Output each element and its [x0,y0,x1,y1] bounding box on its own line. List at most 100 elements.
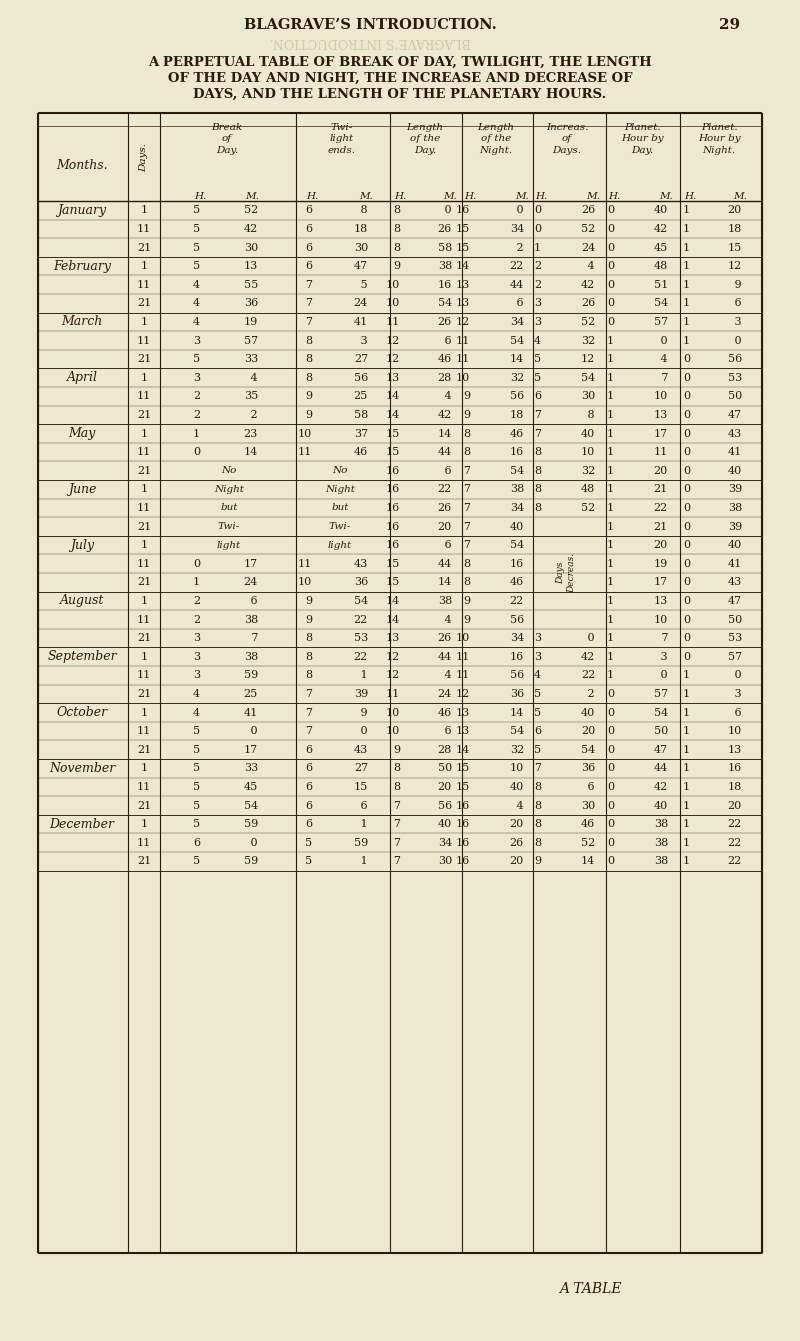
Text: 41: 41 [244,708,258,717]
Text: 1: 1 [358,670,368,680]
Text: 20: 20 [438,782,452,793]
Text: 21: 21 [137,298,151,308]
Text: 1: 1 [683,280,690,290]
Text: 1: 1 [534,243,541,252]
Text: 16: 16 [456,838,470,848]
Text: 8: 8 [534,782,541,793]
Text: Twi-: Twi- [329,522,351,531]
Text: 26: 26 [438,503,452,512]
Text: 7: 7 [534,763,541,774]
Text: 57: 57 [728,652,742,661]
Text: 38: 38 [510,484,524,495]
Text: 1: 1 [607,652,614,661]
Text: 26: 26 [438,224,452,233]
Text: 13: 13 [386,633,400,644]
Text: 0: 0 [607,280,614,290]
Text: 14: 14 [386,392,400,401]
Text: 5: 5 [305,838,312,848]
Text: 4: 4 [247,373,258,382]
Text: 38: 38 [654,857,668,866]
Text: 11: 11 [456,652,470,661]
Text: 22: 22 [581,670,595,680]
Text: 6: 6 [305,224,312,233]
Text: 0: 0 [607,224,614,233]
Text: 22: 22 [354,652,368,661]
Text: 5: 5 [534,744,541,755]
Text: 0: 0 [658,670,668,680]
Text: light: light [328,540,352,550]
Text: 7: 7 [534,410,541,420]
Text: 10: 10 [654,614,668,625]
Text: 16: 16 [386,522,400,531]
Text: 1: 1 [607,633,614,644]
Text: 0: 0 [607,689,614,699]
Text: 30: 30 [581,392,595,401]
Text: 42: 42 [438,410,452,420]
Text: 3: 3 [658,652,668,661]
Text: 1: 1 [141,595,147,606]
Text: 34: 34 [438,838,452,848]
Text: 5: 5 [534,689,541,699]
Text: June: June [68,483,96,496]
Text: 9: 9 [534,857,541,866]
Text: 16: 16 [510,559,524,569]
Text: 17: 17 [654,429,668,439]
Text: 7: 7 [393,838,400,848]
Text: 19: 19 [654,559,668,569]
Text: 10: 10 [386,725,400,736]
Text: 16: 16 [456,205,470,216]
Text: Increas.
of
Days.: Increas. of Days. [546,123,588,156]
Text: 44: 44 [438,559,452,569]
Text: Twi-: Twi- [218,522,240,531]
Text: 5: 5 [534,708,541,717]
Text: 0: 0 [683,354,690,365]
Text: 40: 40 [581,429,595,439]
Text: 1: 1 [358,819,368,829]
Text: 44: 44 [510,280,524,290]
Text: 6: 6 [442,335,452,346]
Text: M.: M. [659,192,673,201]
Text: 5: 5 [193,801,200,810]
Text: 5: 5 [193,819,200,829]
Text: 17: 17 [244,559,258,569]
Text: 40: 40 [510,522,524,531]
Text: 27: 27 [354,354,368,365]
Text: 8: 8 [534,838,541,848]
Text: 1: 1 [607,373,614,382]
Text: H.: H. [608,192,620,201]
Text: 13: 13 [456,298,470,308]
Text: 11: 11 [137,782,151,793]
Text: 0: 0 [247,725,258,736]
Text: 11: 11 [137,838,151,848]
Text: 0: 0 [731,670,742,680]
Text: 34: 34 [510,224,524,233]
Text: 47: 47 [728,595,742,606]
Text: 59: 59 [354,838,368,848]
Text: 1: 1 [141,540,147,550]
Text: 9: 9 [305,595,312,606]
Text: 10: 10 [510,763,524,774]
Text: 23: 23 [244,429,258,439]
Text: 40: 40 [654,205,668,216]
Text: 50: 50 [728,392,742,401]
Text: 26: 26 [438,316,452,327]
Text: 2: 2 [534,261,541,271]
Text: Planet.
Hour by
Day.: Planet. Hour by Day. [621,123,663,156]
Text: 5: 5 [193,725,200,736]
Text: 34: 34 [510,503,524,512]
Text: August: August [60,594,104,607]
Text: 21: 21 [137,577,151,587]
Text: 2: 2 [514,243,524,252]
Text: 8: 8 [393,205,400,216]
Text: 0: 0 [607,838,614,848]
Text: 11: 11 [137,503,151,512]
Text: 15: 15 [456,224,470,233]
Text: 6: 6 [442,540,452,550]
Text: 24: 24 [438,689,452,699]
Text: 1: 1 [141,708,147,717]
Text: 14: 14 [386,595,400,606]
Text: 1: 1 [193,429,200,439]
Text: 0: 0 [584,633,595,644]
Text: 56: 56 [510,670,524,680]
Text: 48: 48 [654,261,668,271]
